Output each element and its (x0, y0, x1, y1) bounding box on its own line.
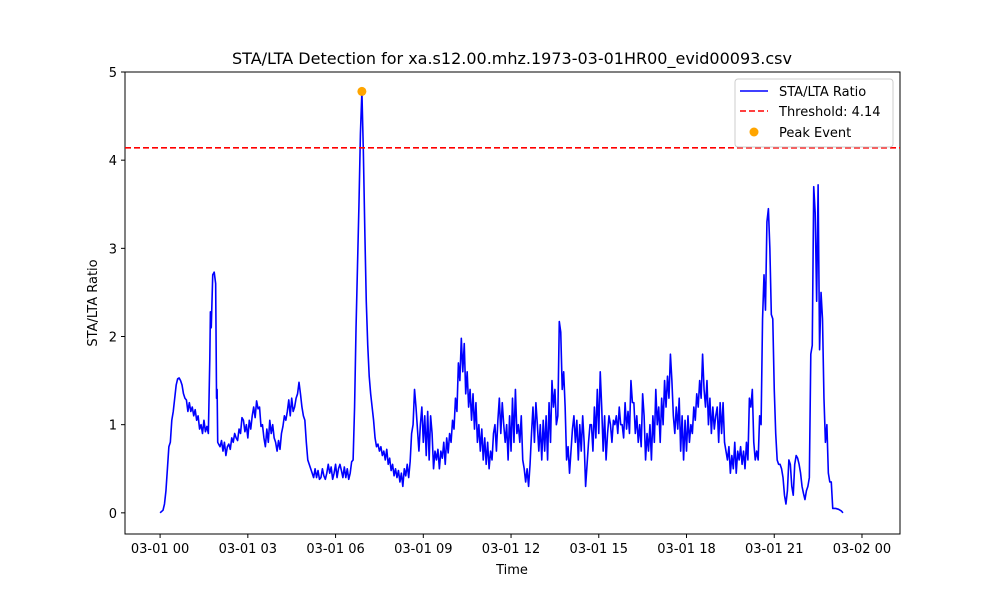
legend-label: Threshold: 4.14 (778, 105, 881, 120)
legend-label: STA/LTA Ratio (779, 85, 866, 100)
x-tick-label: 03-01 21 (745, 542, 803, 557)
x-tick-label: 03-02 00 (833, 542, 891, 557)
x-axis-label: Time (495, 563, 528, 578)
x-tick-label: 03-01 00 (131, 542, 189, 557)
sta-lta-ratio-line (159, 90, 844, 514)
peak-event-marker (357, 86, 367, 96)
y-tick-label: 1 (109, 419, 117, 434)
y-tick-label: 0 (109, 507, 117, 522)
y-axis-label: STA/LTA Ratio (86, 259, 101, 346)
legend: STA/LTA Ratio Threshold: 4.14 Peak Event (734, 78, 894, 148)
x-tick-label: 03-01 15 (570, 542, 628, 557)
x-tick-label: 03-01 18 (657, 542, 715, 557)
y-tick-label: 4 (109, 154, 117, 169)
y-tick-label: 3 (109, 242, 117, 257)
plot-area: 03-01 00 03-01 03 03-01 06 03-01 09 03-01 12… (109, 66, 901, 557)
x-tick-label: 03-01 03 (219, 542, 277, 557)
x-tick-label: 03-01 12 (482, 542, 540, 557)
legend-swatch-peak-event (749, 127, 759, 137)
legend-label: Peak Event (779, 126, 851, 141)
y-tick-label: 2 (109, 331, 117, 346)
y-tick-label: 5 (109, 66, 117, 81)
axes-frame (124, 71, 901, 535)
x-tick-label: 03-01 09 (394, 542, 452, 557)
legend-box (734, 78, 894, 148)
chart-title: STA/LTA Detection for xa.s12.00.mhz.1973… (232, 49, 792, 69)
x-tick-label: 03-01 06 (306, 542, 364, 557)
